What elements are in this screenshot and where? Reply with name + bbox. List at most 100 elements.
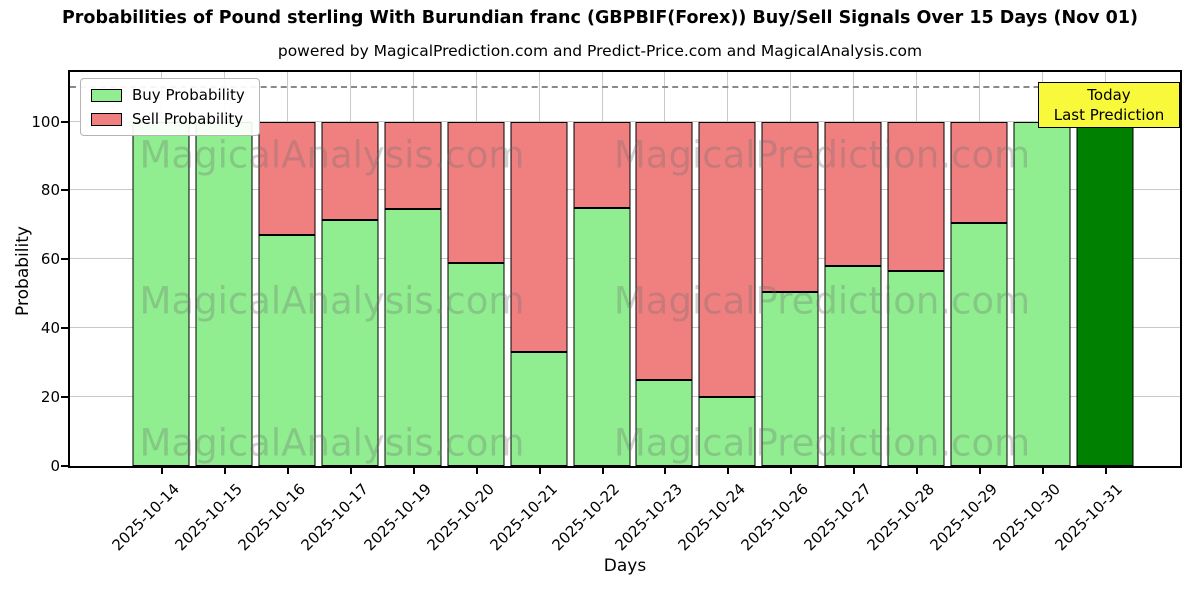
buy-segment <box>132 121 190 466</box>
bar-slot-2025-10-21: 2025-10-21 <box>486 72 570 554</box>
bar-slot-2025-10-28: 2025-10-28 <box>863 72 948 554</box>
x-tick-mark <box>412 466 415 474</box>
sell-segment <box>887 121 945 272</box>
y-tick-mark <box>61 120 68 123</box>
legend-label-buy: Buy Probability <box>132 86 245 104</box>
x-tick-label: 2025-10-27 <box>800 480 875 555</box>
x-tick-mark <box>601 466 604 474</box>
sell-segment <box>761 121 819 293</box>
chart-title: Probabilities of Pound sterling With Bur… <box>61 8 1139 28</box>
x-tick-mark <box>538 466 541 474</box>
buy-segment <box>321 219 379 466</box>
buy-swatch-icon <box>91 88 122 102</box>
sell-segment <box>447 121 505 263</box>
x-axis-label: Days <box>603 556 647 576</box>
chart-subtitle: powered by MagicalPrediction.com and Pre… <box>277 42 923 60</box>
x-tick-mark <box>1041 466 1044 474</box>
legend: Buy Probability Sell Probability <box>80 78 260 136</box>
buy-segment <box>447 262 505 466</box>
x-tick-label: 2025-10-28 <box>863 480 938 555</box>
bar-2025-10-15 <box>195 121 253 466</box>
x-tick-label: 2025-10-15 <box>171 480 247 555</box>
y-tick-mark <box>61 258 68 261</box>
x-tick-mark <box>664 466 667 474</box>
sell-segment <box>573 121 631 208</box>
bar-2025-10-31 <box>1076 121 1134 466</box>
bar-slot-2025-10-29: 2025-10-29 <box>926 72 1010 554</box>
sell-segment <box>510 121 568 353</box>
bar-slot-2025-10-27: 2025-10-27 <box>800 72 885 554</box>
bar-slot-2025-10-20: 2025-10-20 <box>423 72 507 554</box>
bar-2025-10-19 <box>384 121 442 466</box>
x-tick-mark <box>727 466 730 474</box>
x-tick-mark <box>790 466 793 474</box>
buy-segment <box>510 352 568 466</box>
y-tick-label: 20 <box>40 388 60 407</box>
buy-segment <box>698 397 756 466</box>
legend-label-sell: Sell Probability <box>132 110 244 128</box>
bar-2025-10-28 <box>887 121 945 466</box>
y-tick-mark <box>61 327 68 330</box>
y-axis-label: Probability <box>13 226 33 316</box>
bar-2025-10-23 <box>635 121 693 466</box>
y-tick-mark <box>61 465 68 467</box>
y-tick-label: 40 <box>40 319 60 338</box>
buy-segment <box>384 209 442 466</box>
threshold-dashed-line <box>70 86 1180 89</box>
bar-2025-10-29 <box>950 121 1008 466</box>
bar-slot-2025-10-23: 2025-10-23 <box>612 72 696 554</box>
today-annotation-line2: Last Prediction <box>1053 106 1165 124</box>
x-tick-label: 2025-10-23 <box>611 480 687 555</box>
bar-slot-2025-10-26: 2025-10-26 <box>738 72 822 554</box>
today-annotation-line1: Today <box>1087 86 1131 104</box>
bar-slot-2025-10-15: 2025-10-15 <box>172 72 256 554</box>
y-tick-label: 80 <box>40 181 60 200</box>
bar-slot-2025-10-24: 2025-10-24 <box>675 72 759 554</box>
bar-2025-10-22 <box>573 121 631 466</box>
bar-2025-10-21 <box>510 121 568 466</box>
buy-segment <box>1013 121 1071 466</box>
x-tick-label: 2025-10-14 <box>108 480 184 555</box>
bar-2025-10-24 <box>698 121 756 466</box>
sell-segment <box>824 121 882 267</box>
sell-segment <box>698 121 756 398</box>
bar-slot-2025-10-30: 2025-10-30 <box>989 72 1073 554</box>
x-tick-mark <box>978 466 981 474</box>
bar-2025-10-26 <box>761 121 819 466</box>
x-tick-mark <box>161 466 164 474</box>
plot-area: Probability 2025-10-14 2025-10-15 2025-10-… <box>13 70 1182 554</box>
sell-segment <box>950 121 1008 224</box>
buy-segment <box>824 266 882 466</box>
x-tick-mark <box>287 466 290 474</box>
sell-segment <box>258 121 316 236</box>
sell-swatch-icon <box>91 112 122 126</box>
bar-slot-2025-10-17: 2025-10-17 <box>297 72 382 554</box>
h-gridline <box>70 120 1180 122</box>
x-tick-mark <box>224 466 227 474</box>
x-tick-mark <box>853 466 856 474</box>
bar-slot-2025-10-14: 2025-10-14 <box>109 72 193 554</box>
y-tick-label: 0 <box>50 457 60 475</box>
x-tick-label: 2025-10-24 <box>674 480 750 555</box>
x-tick-mark <box>475 466 478 474</box>
buy-segment <box>258 235 316 466</box>
x-tick-label: 2025-10-19 <box>360 480 435 555</box>
bar-slot-2025-10-22: 2025-10-22 <box>549 72 633 554</box>
buy-segment <box>950 223 1008 466</box>
y-tick-mark <box>61 396 68 399</box>
y-tick-label: 100 <box>31 112 60 131</box>
legend-row-buy: Buy Probability <box>91 86 245 104</box>
sell-segment <box>384 121 442 210</box>
today-bar-segment <box>1076 121 1134 466</box>
x-tick-label: 2025-10-16 <box>234 480 309 555</box>
bar-slot-2025-10-16: 2025-10-16 <box>235 72 319 554</box>
x-tick-label: 2025-10-26 <box>737 480 812 555</box>
bar-2025-10-30 <box>1013 121 1071 466</box>
bar-2025-10-20 <box>447 121 505 466</box>
bar-2025-10-17 <box>321 121 379 466</box>
x-tick-mark <box>350 466 353 474</box>
buy-segment <box>195 121 253 466</box>
bar-2025-10-27 <box>824 121 882 466</box>
legend-row-sell: Sell Probability <box>91 110 245 128</box>
